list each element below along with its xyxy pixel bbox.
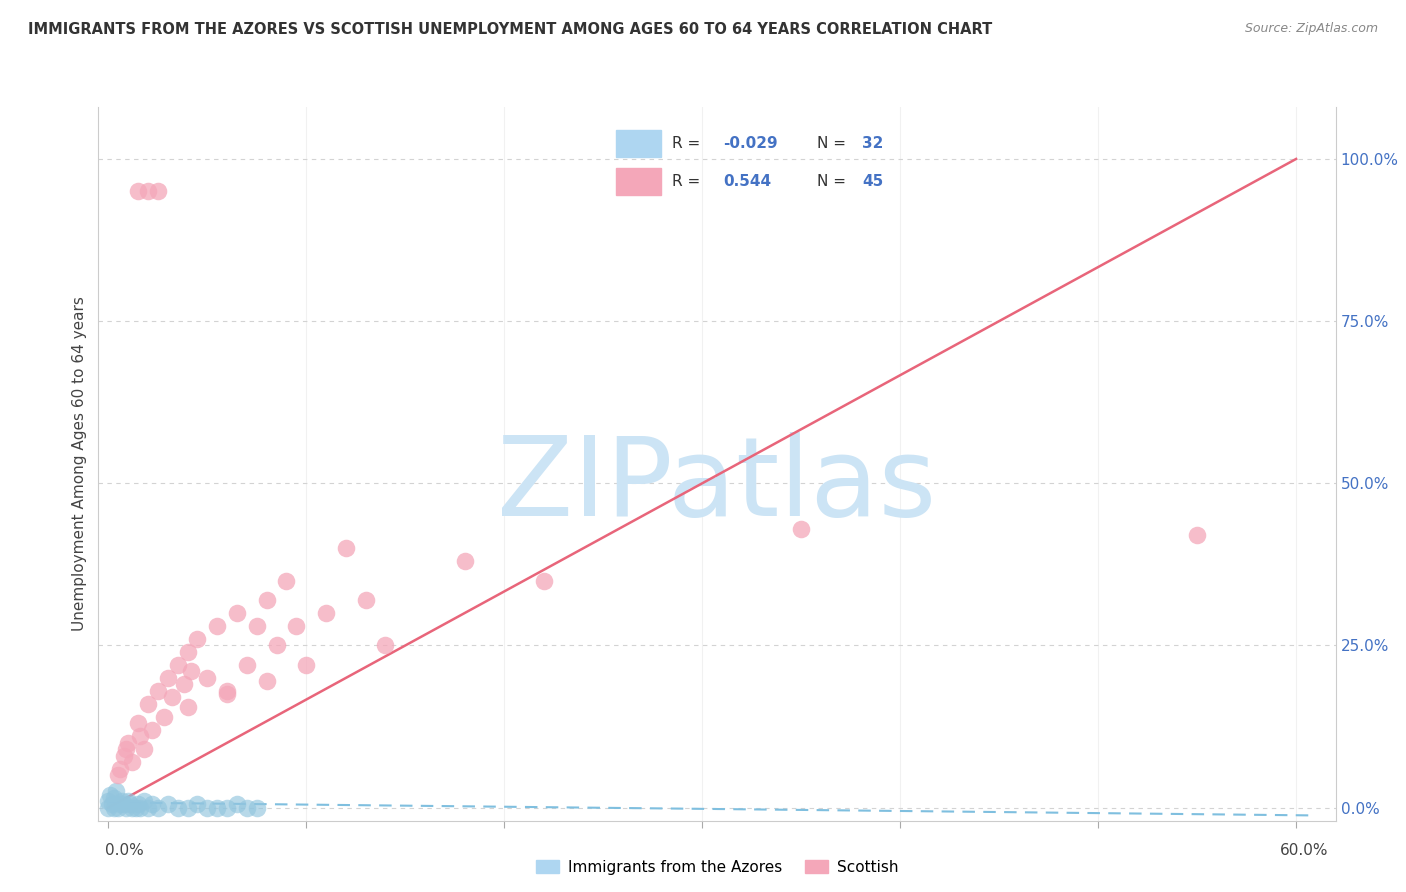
Point <box>246 800 269 814</box>
Point <box>266 639 288 653</box>
Point <box>790 522 813 536</box>
Point <box>121 756 143 770</box>
Point <box>176 700 198 714</box>
Point <box>1185 528 1208 542</box>
Text: ZIPatlas: ZIPatlas <box>498 432 936 539</box>
Point <box>146 684 169 698</box>
Point <box>236 800 259 814</box>
Point <box>166 657 188 672</box>
Point <box>186 632 208 646</box>
Point <box>205 800 228 814</box>
Text: Source: ZipAtlas.com: Source: ZipAtlas.com <box>1244 22 1378 36</box>
Point <box>127 716 149 731</box>
Point <box>136 697 159 711</box>
Point <box>276 574 298 588</box>
Point <box>533 574 555 588</box>
Point <box>285 619 308 633</box>
Point <box>112 748 135 763</box>
Point <box>156 797 179 812</box>
Point <box>117 736 139 750</box>
Point <box>226 606 249 620</box>
Point <box>186 797 208 812</box>
Point <box>156 671 179 685</box>
Point <box>108 762 131 776</box>
Point <box>226 797 249 812</box>
Point <box>256 593 278 607</box>
Point <box>315 606 337 620</box>
Point <box>111 794 134 808</box>
Point <box>121 800 143 814</box>
Point <box>256 674 278 689</box>
Point <box>166 800 188 814</box>
Point <box>195 800 218 814</box>
Point <box>136 800 159 814</box>
Y-axis label: Unemployment Among Ages 60 to 64 years: Unemployment Among Ages 60 to 64 years <box>72 296 87 632</box>
Point <box>246 619 269 633</box>
Point <box>98 788 121 802</box>
Point <box>152 710 174 724</box>
Point <box>173 677 195 691</box>
Text: 0.0%: 0.0% <box>105 843 145 858</box>
Point <box>236 657 259 672</box>
Point <box>103 800 125 814</box>
Point <box>160 690 183 705</box>
Point <box>120 797 142 812</box>
Point <box>107 768 129 782</box>
Point <box>97 794 120 808</box>
Point <box>354 593 377 607</box>
Point <box>129 729 152 743</box>
Point <box>146 185 169 199</box>
Point <box>105 784 128 798</box>
Point <box>141 723 163 737</box>
Point <box>97 800 120 814</box>
Text: IMMIGRANTS FROM THE AZORES VS SCOTTISH UNEMPLOYMENT AMONG AGES 60 TO 64 YEARS CO: IMMIGRANTS FROM THE AZORES VS SCOTTISH U… <box>28 22 993 37</box>
Point <box>146 800 169 814</box>
Point <box>136 185 159 199</box>
Point <box>176 800 198 814</box>
Point <box>129 800 152 814</box>
Point <box>115 742 138 756</box>
Point <box>132 794 155 808</box>
Point <box>205 619 228 633</box>
Point <box>217 687 239 701</box>
Point <box>108 797 131 812</box>
Point <box>125 800 148 814</box>
Point <box>132 742 155 756</box>
Point <box>115 800 138 814</box>
Point <box>217 684 239 698</box>
Point <box>127 185 149 199</box>
Point <box>180 665 202 679</box>
Point <box>103 791 125 805</box>
Point <box>112 797 135 812</box>
Text: 60.0%: 60.0% <box>1281 843 1329 858</box>
Legend: Immigrants from the Azores, Scottish: Immigrants from the Azores, Scottish <box>530 854 904 880</box>
Point <box>195 671 218 685</box>
Point <box>453 554 475 568</box>
Point <box>127 797 149 812</box>
Point <box>117 794 139 808</box>
Point <box>141 797 163 812</box>
Point <box>217 800 239 814</box>
Point <box>176 645 198 659</box>
Point <box>295 657 318 672</box>
Point <box>335 541 357 556</box>
Point <box>374 639 396 653</box>
Point <box>101 797 124 812</box>
Point <box>107 800 129 814</box>
